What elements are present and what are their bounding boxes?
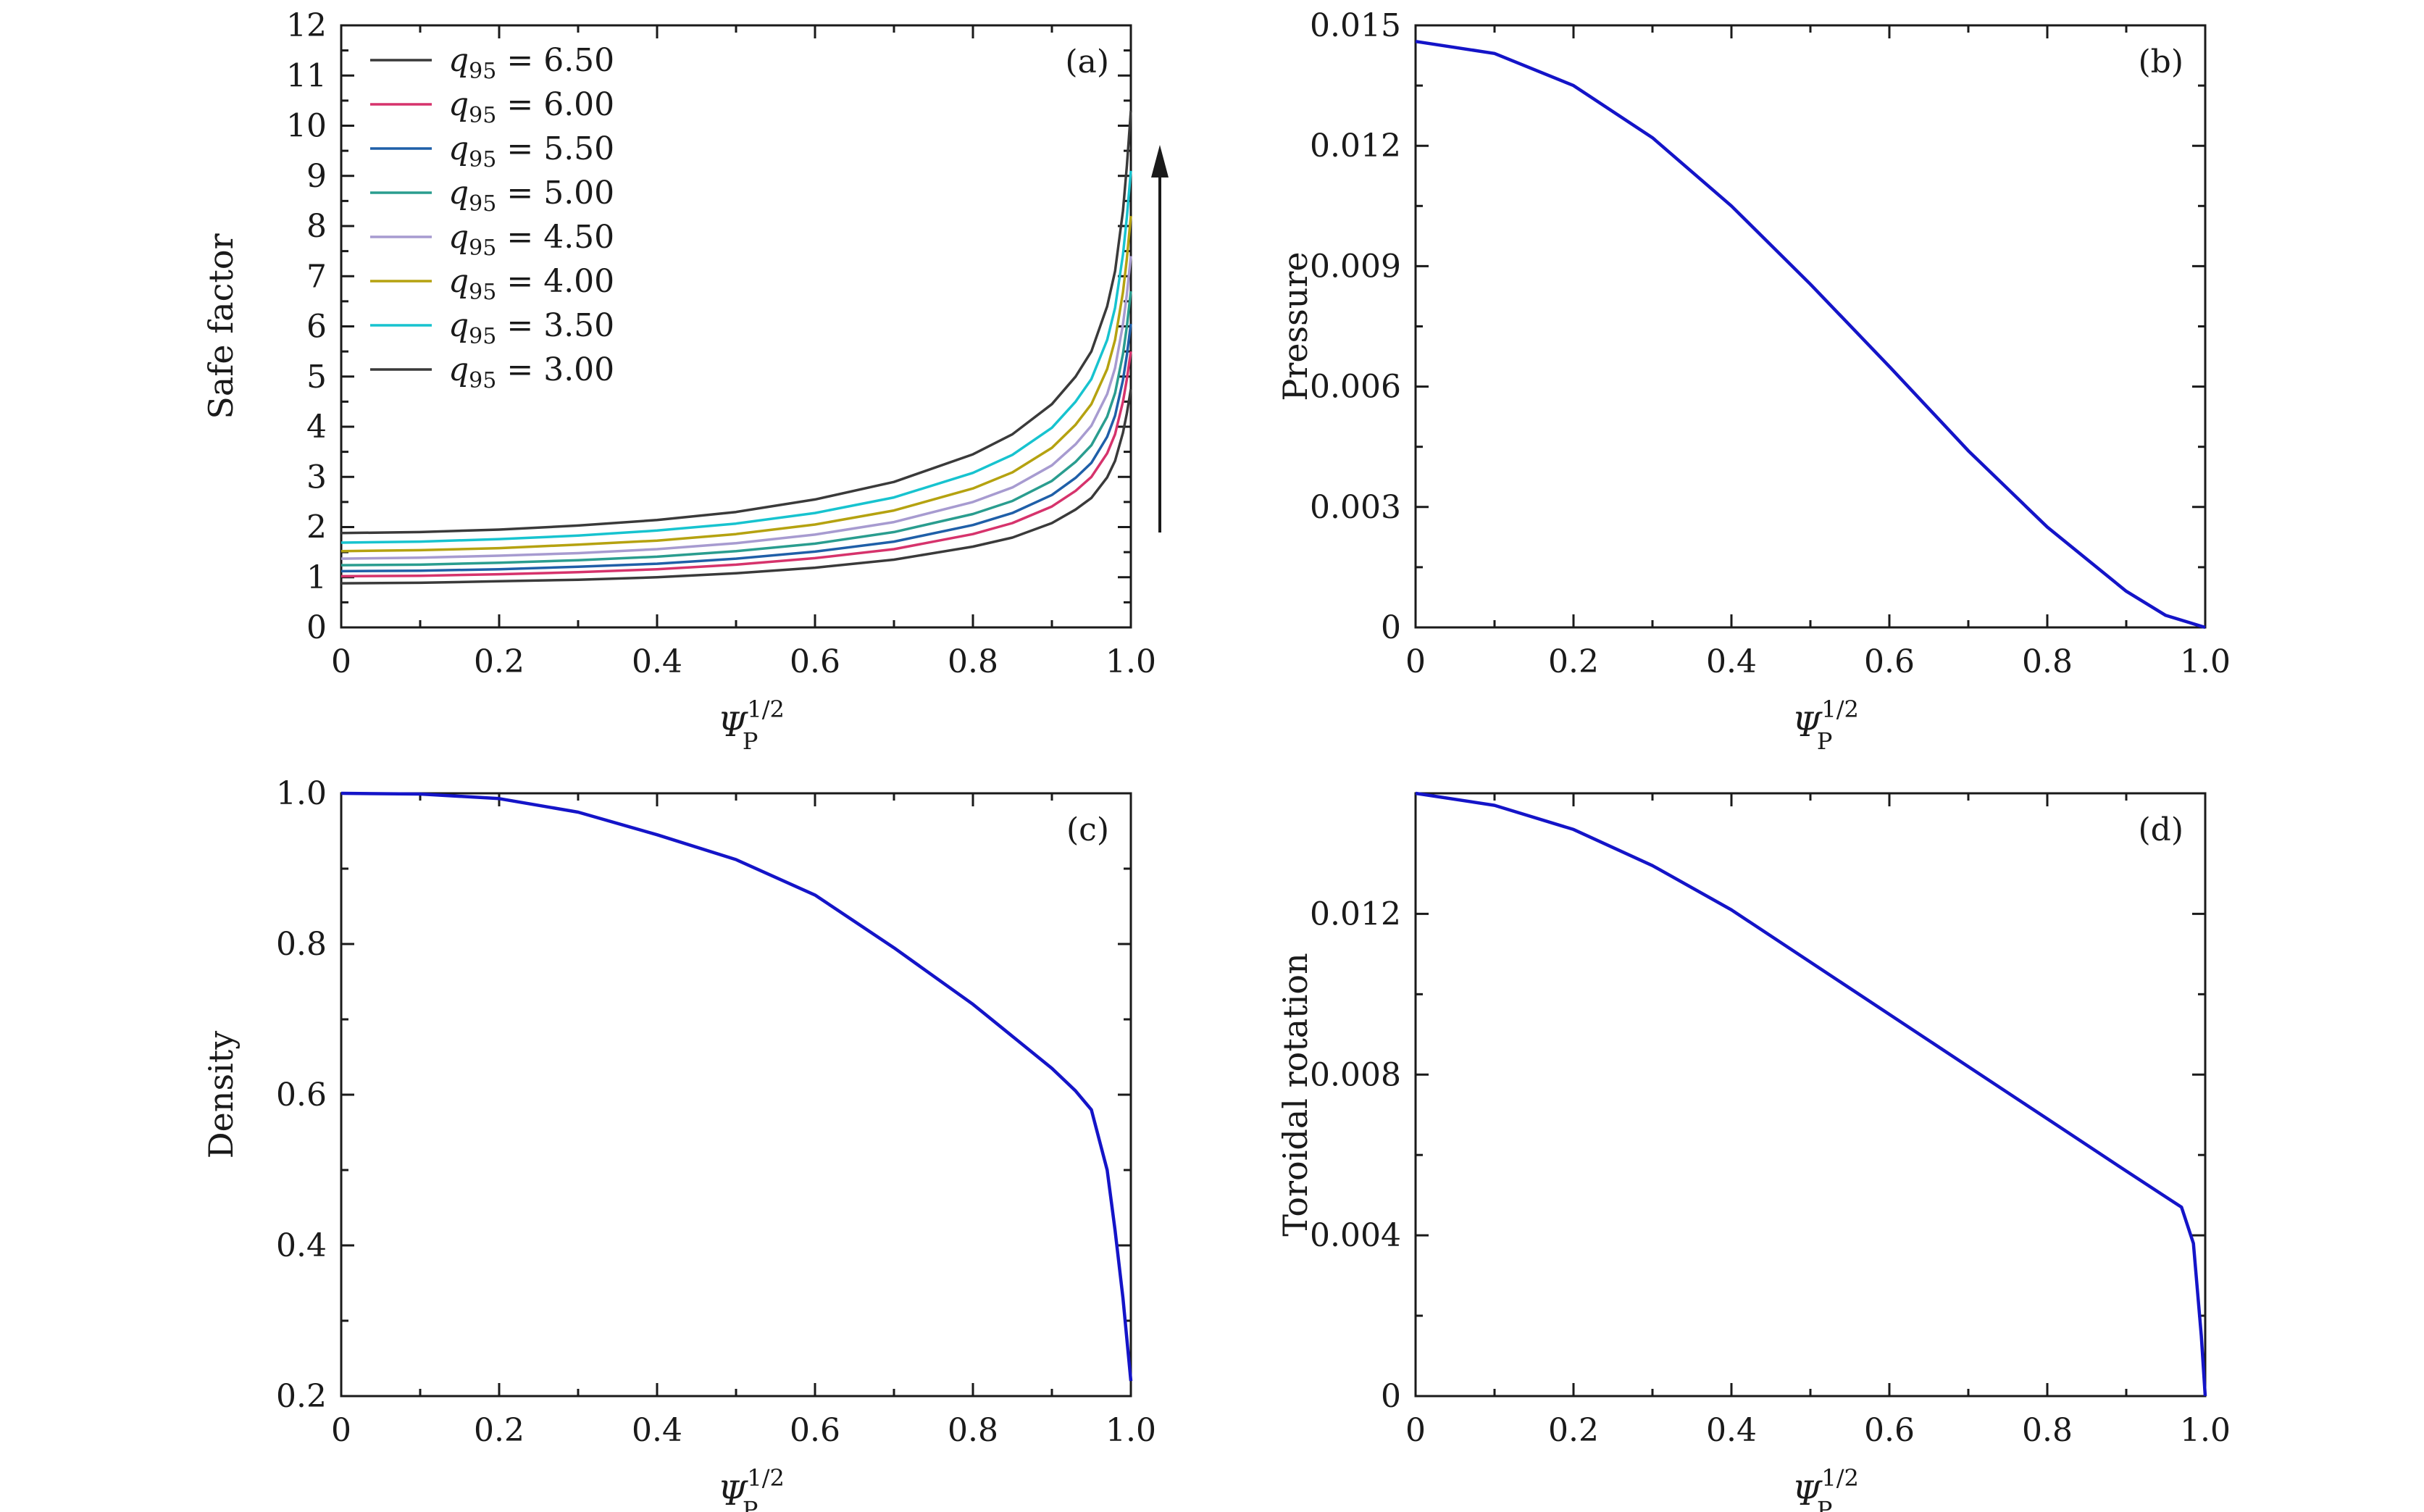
panel-label: (c) [1066,811,1109,848]
arrow-up-icon [1151,145,1169,177]
y-axis-label: Safe factor [201,233,241,419]
legend-entry: q95 = 4.00 [448,263,614,305]
plot-frame [1414,792,2207,1398]
y-tick-label: 9 [306,158,327,195]
plot-frame [340,792,1132,1398]
legend-entry: q95 = 6.00 [448,86,614,128]
y-tick-label: 0.8 [276,926,327,963]
series-line-954.50 [340,256,1132,560]
y-tick-label: 0.004 [1310,1217,1401,1254]
x-tick-label: 0 [1405,1412,1426,1449]
legend-entry: q95 = 4.50 [448,219,614,261]
y-tick-label: 0.6 [276,1077,327,1114]
x-tick-label: 0.6 [1864,1412,1915,1449]
y-tick-label: 3 [306,459,327,496]
plot-frame [1414,24,2207,629]
series-line [1415,39,2206,630]
y-axis-label: Pressure [1276,251,1315,401]
y-tick-label: 0 [1381,609,1401,646]
y-tick-label: 0.008 [1310,1056,1401,1093]
x-tick-label: 0.8 [2022,643,2073,680]
x-tick-label: 0.2 [474,1412,524,1449]
y-tick-label: 5 [306,359,327,396]
x-tick-label: 0 [331,643,351,680]
y-tick-label: 0.4 [276,1227,327,1264]
panel-label: (d) [2139,811,2184,848]
y-tick-label: 0.012 [1310,895,1401,932]
series-line-955.00 [340,291,1132,567]
legend-entry: q95 = 5.50 [448,130,614,172]
panel-label: (b) [2139,43,2184,80]
y-tick-label: 4 [306,409,327,446]
x-tick-label: 0.2 [1548,643,1599,680]
y-tick-label: 0.006 [1310,369,1401,406]
y-tick-label: 0.2 [276,1378,327,1415]
x-tick-label: 0.6 [790,643,840,680]
y-tick-label: 0 [306,609,327,646]
legend-entry: q95 = 6.50 [448,42,614,84]
y-tick-label: 1 [306,559,327,596]
series-line-953.50 [340,170,1132,544]
x-tick-label: 0.6 [790,1412,840,1449]
x-tick-label: 1.0 [1106,643,1156,680]
legend-entry: q95 = 5.00 [448,175,614,217]
y-axis-label: Toroidal rotation [1276,953,1315,1237]
y-tick-label: 1.0 [276,775,327,812]
x-axis-label: Ψ1/2 P [1792,1464,1859,1512]
panel-b: 0 0.2 0.4 0.6 0.8 1.0 0 0.003 0.006 0.009 0.012 0.0… [1276,7,2231,755]
series-line-956.00 [340,351,1132,578]
x-tick-label: 0 [331,1412,351,1449]
y-tick-label: 8 [306,208,327,245]
x-axis-label: Ψ1/2 P [718,696,785,755]
y-tick-label: 6 [306,309,327,346]
x-tick-label: 0.8 [2022,1412,2073,1449]
x-tick-label: 0.4 [632,643,682,680]
y-tick-label: 10 [286,108,327,145]
y-tick-label: 0.009 [1310,248,1401,285]
x-tick-label: 0.4 [1706,1412,1757,1449]
x-tick-label: 1.0 [2180,1412,2231,1449]
x-tick-label: 0.8 [948,643,998,680]
panel-d: 0 0.2 0.4 0.6 0.8 1.0 0 0.004 0.008 0.012 Toroidal… [1276,791,2231,1512]
x-tick-label: 0.4 [632,1412,682,1449]
series-line-953.00 [340,388,1132,585]
x-tick-label: 0.6 [1864,643,1915,680]
series-line-954.00 [340,216,1132,553]
y-tick-label: 0.003 [1310,489,1401,526]
x-axis-label: Ψ1/2 P [1792,696,1859,755]
panel-label: (a) [1065,43,1109,80]
x-tick-label: 1.0 [2180,643,2231,680]
x-tick-label: 0.8 [948,1412,998,1449]
series-line [340,791,1133,1382]
y-axis-label: Density [201,1031,241,1159]
series-line-956.50 [340,110,1132,535]
x-tick-label: 1.0 [1106,1412,1156,1449]
y-tick-label: 2 [306,509,327,546]
y-tick-label: 0.015 [1310,7,1401,44]
x-tick-label: 0.2 [474,643,524,680]
legend-entry: q95 = 3.50 [448,307,614,349]
y-tick-label: 7 [306,258,327,295]
y-tick-label: 0.012 [1310,128,1401,164]
legend-entry: q95 = 3.00 [448,351,614,393]
series-line [1415,791,2207,1397]
x-axis-label: Ψ1/2 P [718,1464,785,1512]
y-tick-label: 0 [1381,1378,1401,1415]
series-line-955.50 [340,323,1132,573]
x-tick-label: 0 [1405,643,1426,680]
x-tick-label: 0.4 [1706,643,1757,680]
x-tick-label: 0.2 [1548,1412,1599,1449]
y-tick-label: 12 [286,7,327,44]
y-tick-label: 11 [286,57,327,94]
panel-c: 0 0.2 0.4 0.6 0.8 1.00.20.40.60.81.0DensityΨ1… [201,775,1156,1512]
